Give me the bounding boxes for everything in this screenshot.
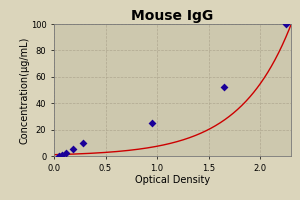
Point (70, 148, 75, 151)
Y-axis label: Concentration(μg/mL): Concentration(μg/mL) (19, 36, 29, 144)
Point (60, 153, 64, 156)
Point (64, 151, 69, 154)
Point (284, 22, 288, 26)
Point (57, 154, 62, 157)
Title: Mouse IgG: Mouse IgG (131, 9, 214, 23)
Point (80, 141, 85, 144)
Point (222, 86, 226, 89)
X-axis label: Optical Density: Optical Density (135, 175, 210, 185)
Point (149, 121, 154, 125)
